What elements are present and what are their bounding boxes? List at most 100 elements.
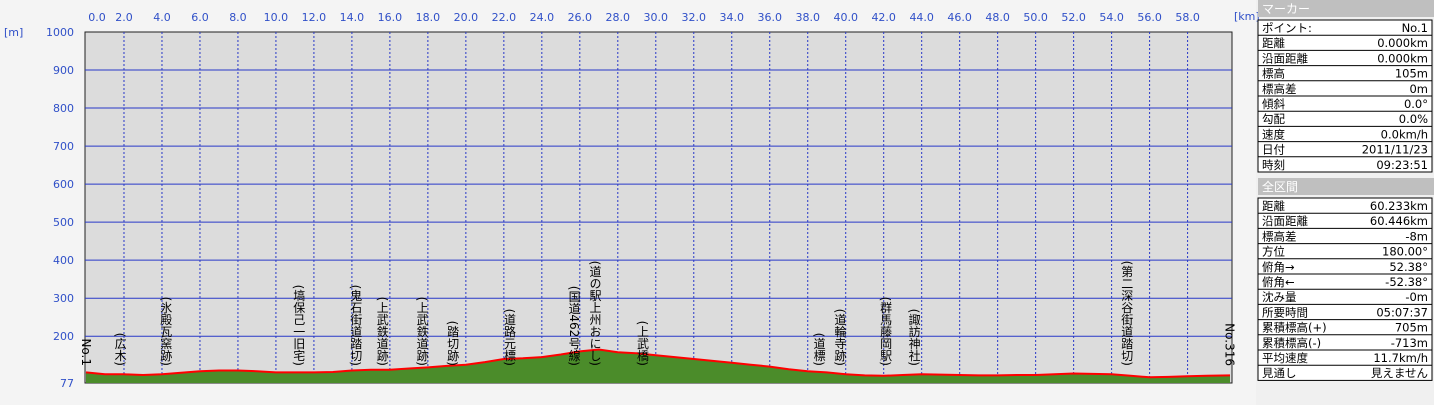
row-value: 11.7km/h (1373, 351, 1428, 365)
row-key: 勾配 (1262, 112, 1285, 126)
x-tick-label: 54.0 (1099, 11, 1124, 24)
row-key: 方位 (1262, 245, 1285, 259)
x-tick-label: 38.0 (795, 11, 820, 24)
row-value: 180.00° (1382, 245, 1428, 259)
row-value: 0m (1409, 82, 1428, 96)
row-value: 0.0km/h (1381, 127, 1428, 141)
row-value: 09:23:51 (1376, 158, 1428, 172)
x-tick-label: 52.0 (1061, 11, 1086, 24)
row-value: 60.233km (1370, 199, 1428, 213)
row-key: 沿面距離 (1262, 214, 1308, 228)
x-tick-label: 36.0 (757, 11, 782, 24)
y-tick-label: 800 (53, 102, 74, 115)
point-label: No.316 (1222, 323, 1236, 366)
row-key: 速度 (1262, 127, 1285, 141)
x-unit: [km] (1234, 10, 1260, 23)
row-value: 2011/11/23 (1362, 143, 1428, 157)
point-label: (道路元標) (503, 309, 517, 366)
row-value: No.1 (1402, 21, 1428, 35)
point-label: (第二深谷街道踏切) (1120, 261, 1134, 366)
point-label: (諏訪神社) (907, 309, 921, 366)
section-title: マーカー (1262, 2, 1310, 16)
row-value: -8m (1405, 229, 1428, 243)
x-tick-label: 48.0 (985, 11, 1010, 24)
row-value: 見えません (1371, 366, 1428, 380)
row-key: 標高差 (1262, 82, 1297, 96)
x-tick-label: 2.0 (115, 11, 133, 24)
point-label: (塙保己一旧宅) (292, 285, 306, 366)
y-tick-label: 400 (53, 254, 74, 267)
x-tick-label: 4.0 (153, 11, 171, 24)
x-tick-label: 44.0 (909, 11, 934, 24)
row-key: 沈み量 (1262, 290, 1297, 304)
point-label: No.1 (79, 338, 93, 366)
point-label: (国道462号線) (567, 286, 581, 366)
x-tick-label: 32.0 (682, 11, 707, 24)
x-tick-label: 10.0 (264, 11, 289, 24)
x-tick-label: 16.0 (378, 11, 403, 24)
row-value: -52.38° (1385, 275, 1428, 289)
row-key: ポイント: (1262, 21, 1312, 35)
row-value: 0.0% (1399, 112, 1428, 126)
row-value: 0.000km (1377, 36, 1428, 50)
x-tick-label: 56.0 (1137, 11, 1162, 24)
point-label: (踏切跡) (446, 321, 460, 366)
row-value: 0.000km (1377, 51, 1428, 65)
x-tick-label: 46.0 (947, 11, 972, 24)
row-key: 距離 (1262, 199, 1285, 213)
point-label: (上武鉄道跡) (415, 297, 429, 366)
row-key: 平均速度 (1262, 351, 1308, 365)
x-tick-label: 26.0 (568, 11, 593, 24)
y-tick-label: 1000 (46, 26, 74, 39)
row-value: 0.0° (1404, 97, 1428, 111)
section-header (1258, 178, 1434, 195)
point-label: (氷殿瓦窯跡) (159, 297, 173, 366)
y-unit: [m] (4, 26, 23, 39)
point-label: (広木) (113, 333, 127, 366)
point-label: (上武鉄道跡) (375, 297, 389, 366)
elevation-line (85, 348, 1231, 379)
section-header (1258, 0, 1434, 17)
row-value: -0m (1405, 290, 1428, 304)
row-value: -713m (1391, 336, 1428, 350)
x-tick-label: 34.0 (720, 11, 745, 24)
row-key: 距離 (1262, 36, 1285, 50)
y-tick-label: 77 (60, 377, 74, 390)
row-key: 所要時間 (1262, 305, 1308, 319)
x-tick-label: 24.0 (530, 11, 555, 24)
y-tick-label: 700 (53, 140, 74, 153)
row-value: 05:07:37 (1376, 305, 1428, 319)
row-value: 60.446km (1370, 214, 1428, 228)
x-tick-label: 30.0 (644, 11, 669, 24)
point-label: (道標) (812, 333, 826, 366)
row-key: 見通し (1262, 366, 1297, 380)
row-key: 沿面距離 (1262, 51, 1308, 65)
y-tick-label: 300 (53, 292, 74, 305)
x-tick-label: 8.0 (229, 11, 247, 24)
x-tick-label: 40.0 (833, 11, 858, 24)
x-tick-label: 50.0 (1023, 11, 1048, 24)
row-key: 俯角→ (1262, 260, 1295, 274)
row-key: 日付 (1262, 143, 1285, 157)
row-key: 傾斜 (1262, 97, 1285, 111)
point-label: (道輪寺跡) (833, 309, 847, 366)
section-title: 全区間 (1262, 179, 1298, 194)
point-label: (上武橋) (635, 321, 649, 366)
x-tick-label: 0.0 (88, 11, 106, 24)
row-key: 累積標高(-) (1262, 336, 1321, 350)
point-label: (鬼石街道踏切) (349, 285, 363, 366)
row-key: 標高 (1262, 67, 1285, 81)
x-tick-label: 12.0 (302, 11, 327, 24)
y-tick-label: 200 (53, 330, 74, 343)
x-tick-label: 42.0 (871, 11, 896, 24)
x-tick-label: 20.0 (454, 11, 479, 24)
row-key: 標高差 (1262, 229, 1297, 243)
row-value: 105m (1395, 67, 1428, 81)
point-label: (群馬藤岡駅) (879, 297, 893, 366)
elevation-area (86, 349, 1230, 383)
x-tick-label: 22.0 (492, 11, 517, 24)
row-value: 52.38° (1389, 260, 1428, 274)
y-tick-label: 900 (53, 64, 74, 77)
